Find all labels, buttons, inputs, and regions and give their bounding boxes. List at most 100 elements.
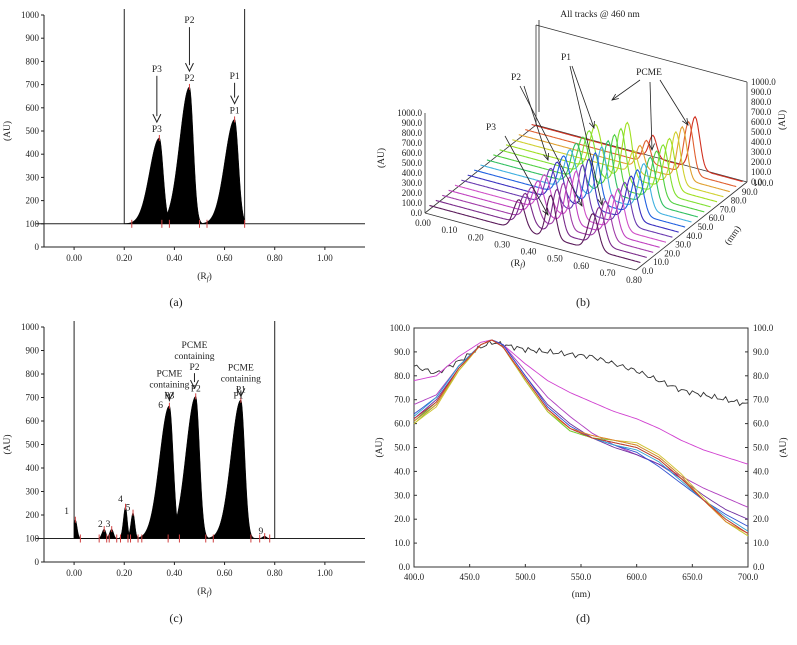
annotation-arrow-line xyxy=(523,85,549,161)
peak-number-label: 1 xyxy=(64,507,69,517)
y-tick-label: 600 xyxy=(26,103,40,113)
y-axis-label: (AU) xyxy=(374,437,385,457)
annotation-arrow-line xyxy=(611,79,641,101)
peak-label: P3 xyxy=(152,125,162,135)
y-tick-label: 800 xyxy=(26,369,40,379)
z-tick-label: 40.0 xyxy=(686,231,702,241)
track-line xyxy=(518,125,730,193)
panel-a-chromatogram: 0 100 200 300 400 500 600 700 800 900 1000 0.00 0.20… xyxy=(2,9,365,283)
frame-edge xyxy=(424,212,637,271)
x-axis-label-sub: f xyxy=(207,275,210,283)
peak-number-label: 4 xyxy=(118,495,123,505)
z-tick-label: 0.0 xyxy=(642,266,654,276)
y-tick-label: 10.0 xyxy=(394,538,410,548)
y-axis-label: (AU) xyxy=(2,434,13,454)
x-tick-label: 0.60 xyxy=(217,253,233,263)
x-axis-label-close: ) xyxy=(209,271,212,282)
annotation-line: PCME xyxy=(156,369,182,379)
x-tick-label: 0.20 xyxy=(116,568,132,578)
y-right-tick-label: 10.0 xyxy=(753,538,769,548)
z-tick-label: 50.0 xyxy=(698,222,714,232)
x-tick-label: 600.0 xyxy=(627,572,648,582)
x-tick-label: 500.0 xyxy=(515,572,536,582)
y-axis-label: (AU) xyxy=(376,148,387,168)
annotation-arrow-head xyxy=(190,379,199,390)
spectrum-line-red xyxy=(413,339,749,534)
x-axis-label: (Rf) xyxy=(511,258,526,270)
y-right-tick-label: 90.0 xyxy=(753,347,769,357)
annotation-p1: P1 xyxy=(230,72,240,82)
y-right-tick-label: 40.0 xyxy=(753,466,769,476)
y-tick-label: 900 xyxy=(26,33,40,43)
peak-label: P2 xyxy=(191,385,201,395)
z-tick-label: 30.0 xyxy=(675,240,691,250)
y-tick-label: 30.0 xyxy=(394,490,410,500)
annotation-arrow-p2-head xyxy=(185,62,194,73)
x-tick-label: 1.00 xyxy=(317,253,333,263)
panel-d-spectra: 0.0 0.0 10.0 10.0 20.0 20.0 30.0 30.0 40.0 40.0 50… xyxy=(374,323,789,600)
annotation-p2: P2 xyxy=(511,73,521,83)
y-right-tick-label: 60.0 xyxy=(753,419,769,429)
y-right-tick-label: 20.0 xyxy=(753,514,769,524)
y-tick-label: 700.0 xyxy=(402,138,423,148)
y-right-tick-label: 800.0 xyxy=(751,97,772,107)
y-right-axis-label: (AU) xyxy=(778,437,789,457)
z-axis-label: (mm) xyxy=(722,224,743,248)
y-tick-label: 700 xyxy=(26,393,40,403)
y-tick-label: 1000 xyxy=(21,322,40,332)
caption-a: (a) xyxy=(169,295,182,309)
x-tick-label: 1.00 xyxy=(317,568,333,578)
annotation-arrow-line xyxy=(569,65,603,206)
y-right-tick-label: 900.0 xyxy=(751,87,772,97)
peak-number-label: 2 xyxy=(98,520,103,530)
annotation-arrow-line xyxy=(659,79,689,126)
x-axis-label: (Rf) xyxy=(197,586,212,598)
y-right-tick-label: 700.0 xyxy=(751,107,772,117)
annotation-p3: P3 xyxy=(152,65,162,75)
y-right-tick-label: 100.0 xyxy=(753,323,774,333)
y-tick-label: 300.0 xyxy=(402,178,423,188)
y-tick-label: 0.0 xyxy=(399,562,411,572)
y-tick-label: 700 xyxy=(26,80,40,90)
annotation-line: PCME xyxy=(182,341,208,351)
x-tick-label: 550.0 xyxy=(571,572,592,582)
y-tick-label: 0 xyxy=(35,557,40,567)
annotation-p1: P1 xyxy=(561,53,571,63)
y-tick-label: 40.0 xyxy=(394,466,410,476)
x-tick-label: 650.0 xyxy=(682,572,703,582)
caption-d: (d) xyxy=(576,611,590,625)
annotation-p2: P2 xyxy=(184,16,194,26)
spectrum-line-green xyxy=(413,339,749,534)
x-tick-label: 0.80 xyxy=(626,275,642,285)
x-tick-label: 0.20 xyxy=(116,253,132,263)
x-tick-label: 0.60 xyxy=(573,261,589,271)
frame-edge xyxy=(535,24,748,83)
annotation-arrow-head xyxy=(682,118,689,126)
annotation-line: PCME xyxy=(228,363,254,373)
annotation-arrow-head xyxy=(542,207,549,216)
x-tick-label: 0.80 xyxy=(267,253,283,263)
track-line xyxy=(429,194,641,264)
y-tick-label: 80.0 xyxy=(394,371,410,381)
x-tick-label: 0.30 xyxy=(494,239,510,249)
x-tick-label: 0.00 xyxy=(415,218,431,228)
y-right-tick-label: 500.0 xyxy=(751,127,772,137)
panel-b-3d-tracks: 0.0100.0200.0300.0400.0500.0600.0700.080… xyxy=(376,10,788,285)
x-tick-label: 0.10 xyxy=(442,225,458,235)
annotation-p3: P3 xyxy=(486,123,496,133)
y-right-tick-label: 70.0 xyxy=(753,395,769,405)
x-tick-label: 0.20 xyxy=(468,232,484,242)
y-right-tick-label: 600.0 xyxy=(751,117,772,127)
annotation-line: containing xyxy=(221,374,261,384)
spectrum-line-cyan xyxy=(413,339,749,532)
y-right-tick-label: 0.0 xyxy=(751,177,763,187)
x-tick-label: 0.40 xyxy=(167,253,183,263)
x-axis-label-sub: f xyxy=(520,262,523,270)
peak-number-label: 5 xyxy=(126,503,131,513)
annotation-arrow-head xyxy=(236,388,246,398)
x-tick-label: 400.0 xyxy=(404,572,425,582)
y-tick-label: 100 xyxy=(26,219,40,229)
annotation-pcme: PCME xyxy=(636,68,662,78)
annotation-line: containing xyxy=(174,352,214,362)
